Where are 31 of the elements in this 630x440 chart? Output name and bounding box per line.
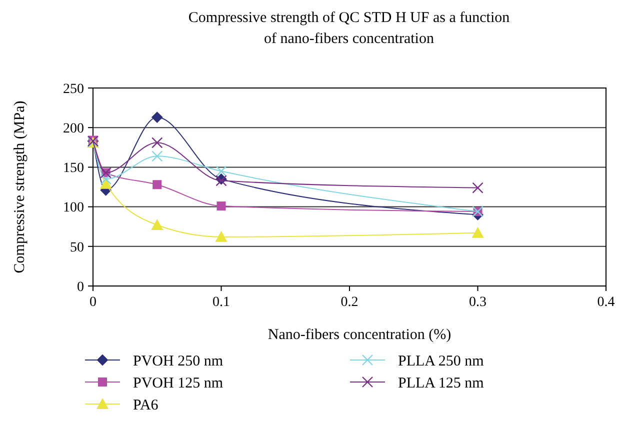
legend-label: PVOH 125 nm: [133, 375, 224, 392]
point: [472, 226, 484, 238]
x-tick-label: 0.3: [469, 295, 486, 310]
y-axis-title: Compressive strength (MPa): [12, 100, 28, 274]
y-tick-label: 100: [63, 200, 84, 216]
legend-label: PA6: [133, 397, 159, 414]
point: [216, 166, 227, 177]
point: [100, 178, 112, 189]
point: [152, 112, 163, 123]
point: [151, 219, 164, 230]
point: [215, 230, 228, 242]
y-tick-label: 150: [63, 161, 84, 176]
point: [152, 150, 163, 162]
point: [216, 202, 226, 211]
x-tick-label: 0.4: [597, 295, 615, 310]
x-tick-label: 0: [90, 295, 96, 310]
y-tick-label: 250: [63, 82, 84, 97]
legend-label: PLLA 250 nm: [398, 353, 484, 370]
legend-label: PLLA 125 nm: [398, 375, 484, 392]
legend-label: PVOH 250 nm: [133, 353, 224, 370]
point: [152, 137, 163, 148]
x-tick-label: 0.1: [212, 295, 230, 310]
y-tick-label: 200: [63, 122, 84, 136]
point: [472, 182, 484, 194]
x-tick-label: 0.2: [340, 295, 358, 310]
y-tick-label: 0: [77, 280, 84, 295]
x-axis-title: Nano-fibers concentration (%): [268, 327, 452, 343]
point: [100, 173, 112, 185]
point: [152, 180, 162, 190]
chart-title: Compressive strength of QC STD H UF as a function of nano-fibers concentration: [188, 10, 510, 47]
y-tick-label: 50: [70, 240, 84, 256]
